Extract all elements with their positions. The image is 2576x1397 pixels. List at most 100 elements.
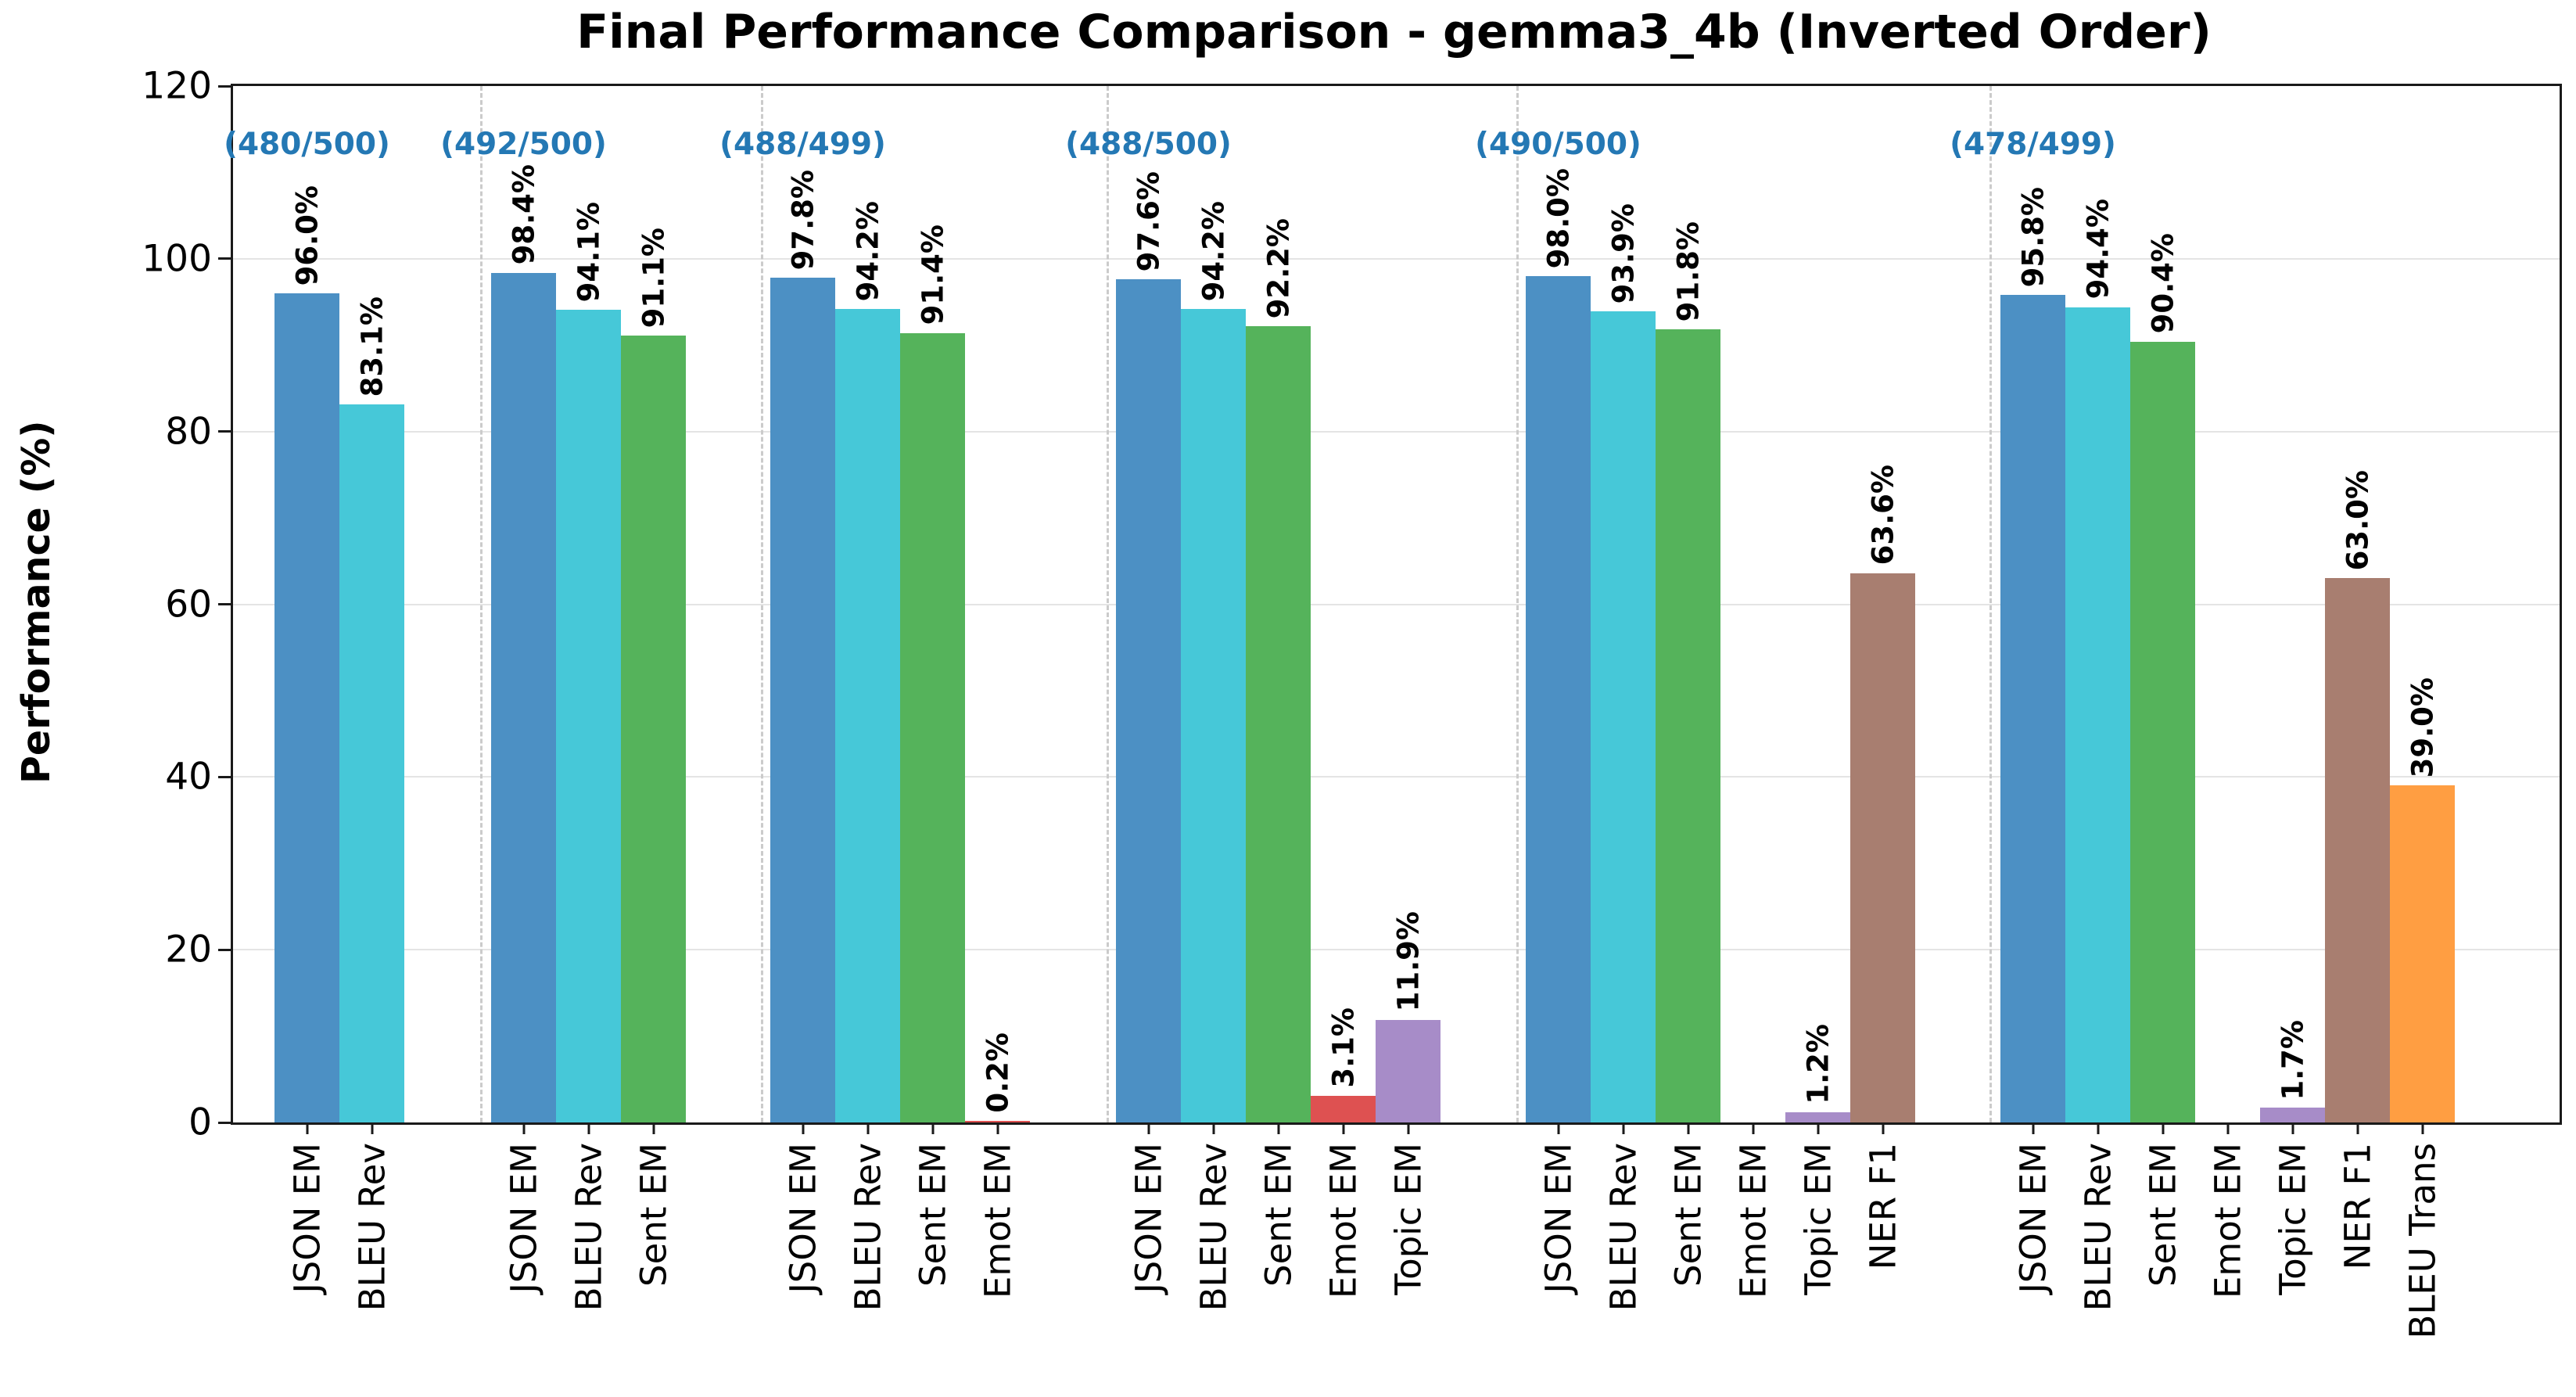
- group-separator: [761, 86, 763, 1122]
- x-tick-mark: [306, 1122, 308, 1134]
- x-tick-mark: [2291, 1122, 2294, 1134]
- bar-value-label: 83.1%: [355, 296, 389, 397]
- bar-ner-f1: [2325, 578, 2390, 1122]
- x-tick-mark: [2032, 1122, 2034, 1134]
- bar-ner-f1: [1850, 573, 1915, 1122]
- x-tick-mark: [587, 1122, 590, 1134]
- y-tick-label: 100: [142, 237, 212, 281]
- x-tick-mark: [652, 1122, 655, 1134]
- bar-json-em: [274, 293, 339, 1122]
- y-tick-mark: [218, 603, 231, 605]
- x-tick-mark: [1342, 1122, 1344, 1134]
- bar-value-label: 98.0%: [1541, 167, 1575, 268]
- x-tick-mark: [1212, 1122, 1214, 1134]
- x-tick-label-topic-em: Topic EM: [1797, 1143, 1839, 1295]
- y-tick-label: 80: [165, 410, 212, 454]
- gridline-100: [233, 257, 2560, 260]
- bar-topic-em: [2260, 1108, 2325, 1122]
- x-tick-label-bleu-trans: BLEU Trans: [2402, 1143, 2443, 1339]
- bar-emot-em: [1311, 1095, 1376, 1122]
- x-tick-label-bleu-rev: BLEU Rev: [1193, 1143, 1234, 1312]
- x-tick-mark: [1882, 1122, 1884, 1134]
- y-tick-label: 120: [142, 64, 212, 108]
- x-tick-mark: [802, 1122, 804, 1134]
- bar-sent-em: [621, 336, 686, 1122]
- x-tick-mark: [1407, 1122, 1409, 1134]
- x-tick-label-emot-em: Emot EM: [1732, 1143, 1774, 1299]
- x-tick-label-sent-em: Sent EM: [912, 1143, 953, 1287]
- bar-value-label: 94.2%: [851, 200, 884, 301]
- group-annotation: (478/499): [1950, 127, 2116, 162]
- x-tick-mark: [1147, 1122, 1150, 1134]
- bar-json-em: [1116, 279, 1181, 1122]
- gridline-20: [233, 949, 2560, 951]
- bar-value-label: 96.0%: [290, 185, 324, 286]
- bar-bleu-trans: [2390, 785, 2455, 1122]
- y-tick-mark: [218, 1121, 231, 1124]
- bar-value-label: 94.4%: [2081, 199, 2115, 300]
- x-tick-mark: [1277, 1122, 1279, 1134]
- y-tick-label: 0: [188, 1101, 212, 1144]
- bar-bleu-rev: [339, 404, 404, 1122]
- bar-topic-em: [1376, 1019, 1440, 1122]
- x-tick-label-bleu-rev: BLEU Rev: [847, 1143, 888, 1312]
- bar-value-label: 94.1%: [572, 201, 605, 302]
- bar-value-label: 63.6%: [1866, 465, 1900, 566]
- x-tick-mark: [1752, 1122, 1754, 1134]
- x-tick-mark: [2162, 1122, 2164, 1134]
- x-tick-mark: [931, 1122, 934, 1134]
- y-tick-label: 40: [165, 755, 212, 799]
- y-tick-mark: [218, 430, 231, 433]
- bar-value-label: 0.2%: [981, 1032, 1014, 1113]
- x-tick-label-sent-em: Sent EM: [1667, 1143, 1709, 1287]
- x-tick-label-json-em: JSON EM: [286, 1143, 328, 1294]
- x-tick-mark: [2421, 1122, 2424, 1134]
- x-tick-mark: [1622, 1122, 1624, 1134]
- bar-value-label: 91.1%: [637, 227, 670, 329]
- x-tick-label-sent-em: Sent EM: [1258, 1143, 1299, 1287]
- group-annotation: (492/500): [440, 127, 607, 162]
- x-tick-mark: [866, 1122, 869, 1134]
- x-tick-mark: [1687, 1122, 1689, 1134]
- bar-value-label: 95.8%: [2016, 186, 2050, 288]
- x-tick-label-sent-em: Sent EM: [633, 1143, 674, 1287]
- x-tick-mark: [1817, 1122, 1819, 1134]
- bar-json-em: [1526, 275, 1591, 1122]
- bar-json-em: [770, 278, 835, 1122]
- bar-value-label: 90.4%: [2146, 233, 2180, 334]
- y-tick-label: 60: [165, 583, 212, 626]
- y-tick-mark: [218, 948, 231, 951]
- x-tick-mark: [522, 1122, 525, 1134]
- bar-bleu-rev: [2065, 307, 2130, 1122]
- x-tick-label-ner-f1: NER F1: [2337, 1143, 2378, 1270]
- plot-area: 0 20 40 60 80 100 120 96.0% JSON EM 83.1% BLEU Rev…: [142, 65, 2562, 1339]
- bar-value-label: 3.1%: [1326, 1007, 1360, 1088]
- bar-bleu-rev: [835, 308, 900, 1122]
- bar-topic-em: [1785, 1111, 1850, 1122]
- x-tick-label-topic-em: Topic EM: [2272, 1143, 2313, 1295]
- bar-json-em: [2000, 295, 2065, 1122]
- x-tick-label-json-em: JSON EM: [1537, 1143, 1579, 1294]
- group-annotation: (480/500): [224, 127, 390, 162]
- group-annotation: (488/499): [719, 127, 886, 162]
- y-tick-mark: [218, 84, 231, 88]
- bar-bleu-rev: [556, 309, 621, 1122]
- bar-value-label: 93.9%: [1606, 203, 1640, 304]
- x-tick-label-bleu-rev: BLEU Rev: [2077, 1143, 2119, 1312]
- x-tick-label-topic-em: Topic EM: [1387, 1143, 1429, 1295]
- group-separator: [1516, 86, 1519, 1122]
- x-tick-mark: [996, 1122, 999, 1134]
- x-tick-mark: [2226, 1122, 2229, 1134]
- bar-value-label: 91.4%: [916, 224, 949, 325]
- bar-sent-em: [2130, 341, 2195, 1122]
- y-tick-mark: [218, 775, 231, 778]
- x-tick-label-sent-em: Sent EM: [2142, 1143, 2183, 1287]
- group-annotation: (488/500): [1065, 127, 1232, 162]
- x-tick-label-emot-em: Emot EM: [2207, 1143, 2248, 1299]
- group-separator: [480, 86, 483, 1122]
- bar-bleu-rev: [1181, 308, 1246, 1122]
- bar-value-label: 92.2%: [1261, 217, 1295, 318]
- y-tick-label: 20: [165, 928, 212, 971]
- bar-sent-em: [900, 332, 965, 1122]
- bar-emot-em: [965, 1120, 1030, 1122]
